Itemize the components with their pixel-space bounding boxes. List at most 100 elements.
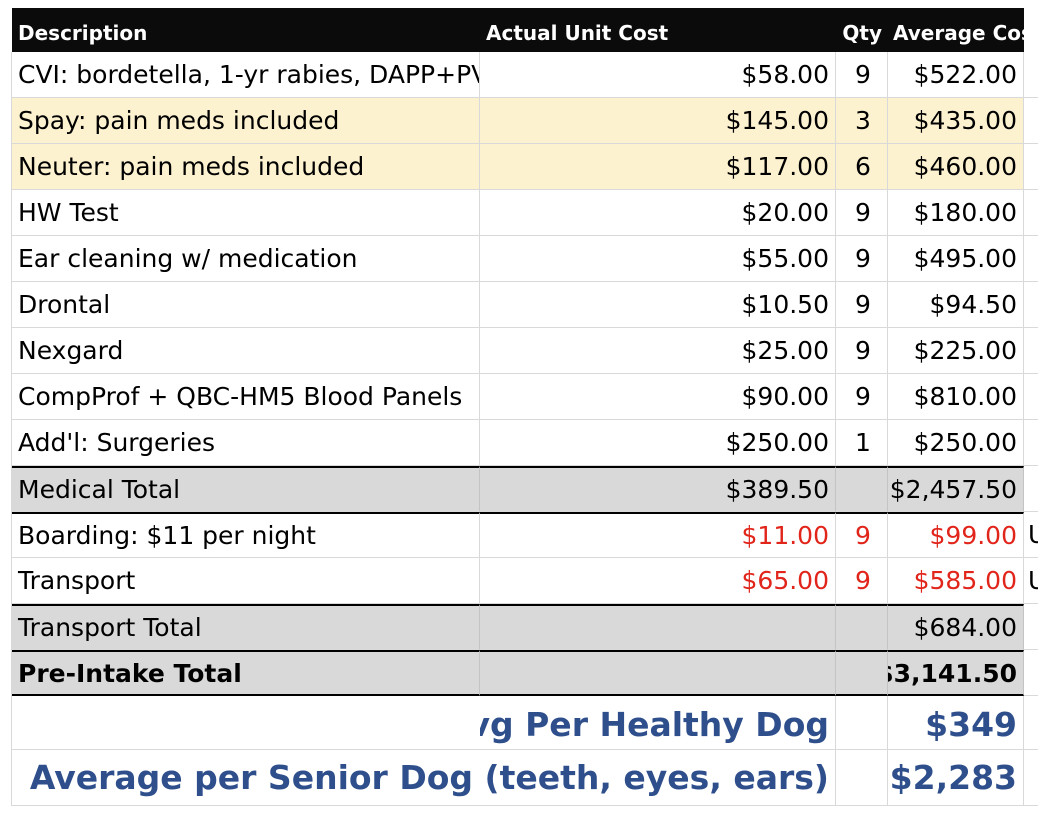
row-unit-cost[interactable]: $250.00 [480, 420, 836, 466]
summary-label-senior[interactable]: Average per Senior Dog (teeth, eyes, ear… [12, 750, 836, 806]
row-overflow-cell[interactable] [1024, 190, 1038, 236]
header-qty[interactable]: Qty [836, 8, 888, 52]
medical-total-row: Medical Total $389.50 $2,457.50 [0, 466, 1038, 512]
row-average-cost[interactable]: $585.00 [888, 558, 1024, 604]
row-description[interactable]: CVI: bordetella, 1-yr rabies, DAPP+PV [12, 52, 480, 98]
row-description[interactable]: Spay: pain meds included [12, 98, 480, 144]
table-row: Drontal $10.50 9 $94.50 [0, 282, 1038, 328]
row-qty[interactable]: 3 [836, 98, 888, 144]
row-unit-cost[interactable]: $25.00 [480, 328, 836, 374]
transport-total-qty[interactable] [836, 604, 888, 650]
row-unit-cost[interactable]: $11.00 [480, 512, 836, 558]
pre-intake-total-label[interactable]: Pre-Intake Total [12, 650, 480, 696]
row-description[interactable]: Nexgard [12, 328, 480, 374]
row-description[interactable]: Ear cleaning w/ medication [12, 236, 480, 282]
summary-row-senior: Average per Senior Dog (teeth, eyes, ear… [0, 750, 1038, 806]
row-overflow-cell[interactable] [1024, 374, 1038, 420]
medical-total-average-cost[interactable]: $2,457.50 [888, 466, 1024, 512]
row-average-cost[interactable]: $460.00 [888, 144, 1024, 190]
row-average-cost[interactable]: $180.00 [888, 190, 1024, 236]
summary-value-senior[interactable]: $2,283 [888, 750, 1024, 806]
row-average-cost[interactable]: $495.00 [888, 236, 1024, 282]
table-row: Nexgard $25.00 9 $225.00 [0, 328, 1038, 374]
row-qty[interactable]: 9 [836, 52, 888, 98]
summary-label-healthy[interactable]: Avg Per Healthy Dog [480, 696, 836, 750]
pre-intake-total-qty[interactable] [836, 650, 888, 696]
summary-qty-empty[interactable] [836, 750, 888, 806]
row-overflow-cell[interactable]: U [1024, 558, 1038, 604]
row-description[interactable]: Transport [12, 558, 480, 604]
row-overflow-cell[interactable] [1024, 466, 1038, 512]
table-row: HW Test $20.00 9 $180.00 [0, 190, 1038, 236]
row-qty[interactable]: 1 [836, 420, 888, 466]
row-overflow-cell[interactable] [1024, 650, 1038, 696]
transport-total-label[interactable]: Transport Total [12, 604, 480, 650]
pre-intake-total-row: Pre-Intake Total $3,141.50 [0, 650, 1038, 696]
table-row: Neuter: pain meds included $117.00 6 $46… [0, 144, 1038, 190]
row-overflow-cell[interactable] [1024, 328, 1038, 374]
row-unit-cost[interactable]: $55.00 [480, 236, 836, 282]
table-row: Boarding: $11 per night $11.00 9 $99.00 … [0, 512, 1038, 558]
header-average-cost[interactable]: Average Cost [888, 8, 1024, 52]
row-average-cost[interactable]: $99.00 [888, 512, 1024, 558]
header-row: Description Actual Unit Cost Qty Average… [0, 8, 1038, 52]
row-average-cost[interactable]: $94.50 [888, 282, 1024, 328]
table-row: CompProf + QBC-HM5 Blood Panels $90.00 9… [0, 374, 1038, 420]
header-description[interactable]: Description [12, 8, 480, 52]
table-row: Transport $65.00 9 $585.00 U [0, 558, 1038, 604]
row-description[interactable]: CompProf + QBC-HM5 Blood Panels [12, 374, 480, 420]
transport-total-average-cost[interactable]: $684.00 [888, 604, 1024, 650]
row-overflow-cell[interactable] [1024, 52, 1038, 98]
row-overflow-cell[interactable] [1024, 282, 1038, 328]
row-overflow-cell[interactable] [1024, 98, 1038, 144]
summary-row-healthy: Avg Per Healthy Dog $349 [0, 696, 1038, 750]
row-description[interactable]: Add'l: Surgeries [12, 420, 480, 466]
row-average-cost[interactable]: $810.00 [888, 374, 1024, 420]
row-overflow-cell[interactable] [1024, 696, 1038, 750]
summary-value-healthy[interactable]: $349 [888, 696, 1024, 750]
header-unit-cost[interactable]: Actual Unit Cost [480, 8, 836, 52]
row-unit-cost[interactable]: $10.50 [480, 282, 836, 328]
row-overflow-cell[interactable] [1024, 144, 1038, 190]
row-average-cost[interactable]: $522.00 [888, 52, 1024, 98]
summary-qty-empty[interactable] [836, 696, 888, 750]
row-qty[interactable]: 6 [836, 144, 888, 190]
pre-intake-total-average-cost[interactable]: $3,141.50 [888, 650, 1024, 696]
row-qty[interactable]: 9 [836, 190, 888, 236]
row-qty[interactable]: 9 [836, 512, 888, 558]
table-row: Spay: pain meds included $145.00 3 $435.… [0, 98, 1038, 144]
row-overflow-cell[interactable]: U [1024, 512, 1038, 558]
row-qty[interactable]: 9 [836, 374, 888, 420]
medical-total-unit-cost[interactable]: $389.50 [480, 466, 836, 512]
row-average-cost[interactable]: $435.00 [888, 98, 1024, 144]
row-average-cost[interactable]: $250.00 [888, 420, 1024, 466]
row-unit-cost[interactable]: $58.00 [480, 52, 836, 98]
row-average-cost[interactable]: $225.00 [888, 328, 1024, 374]
row-unit-cost[interactable]: $117.00 [480, 144, 836, 190]
row-unit-cost[interactable]: $145.00 [480, 98, 836, 144]
summary-label-spacer[interactable] [12, 696, 480, 750]
row-overflow-cell[interactable] [1024, 420, 1038, 466]
row-overflow-cell[interactable] [1024, 604, 1038, 650]
row-qty[interactable]: 9 [836, 328, 888, 374]
medical-total-label[interactable]: Medical Total [12, 466, 480, 512]
row-description[interactable]: Drontal [12, 282, 480, 328]
row-header-gutter [0, 52, 12, 806]
pre-intake-total-unit-cost[interactable] [480, 650, 836, 696]
row-qty[interactable]: 9 [836, 558, 888, 604]
table-row: Add'l: Surgeries $250.00 1 $250.00 [0, 420, 1038, 466]
transport-total-unit-cost[interactable] [480, 604, 836, 650]
row-overflow-cell[interactable] [1024, 750, 1038, 806]
header-overflow-cell[interactable] [1024, 8, 1038, 52]
row-description[interactable]: Neuter: pain meds included [12, 144, 480, 190]
row-description[interactable]: Boarding: $11 per night [12, 512, 480, 558]
row-qty[interactable]: 9 [836, 236, 888, 282]
row-overflow-cell[interactable] [1024, 236, 1038, 282]
medical-total-qty[interactable] [836, 466, 888, 512]
row-description[interactable]: HW Test [12, 190, 480, 236]
row-qty[interactable]: 9 [836, 282, 888, 328]
row-unit-cost[interactable]: $20.00 [480, 190, 836, 236]
row-unit-cost[interactable]: $65.00 [480, 558, 836, 604]
transport-total-row: Transport Total $684.00 [0, 604, 1038, 650]
row-unit-cost[interactable]: $90.00 [480, 374, 836, 420]
